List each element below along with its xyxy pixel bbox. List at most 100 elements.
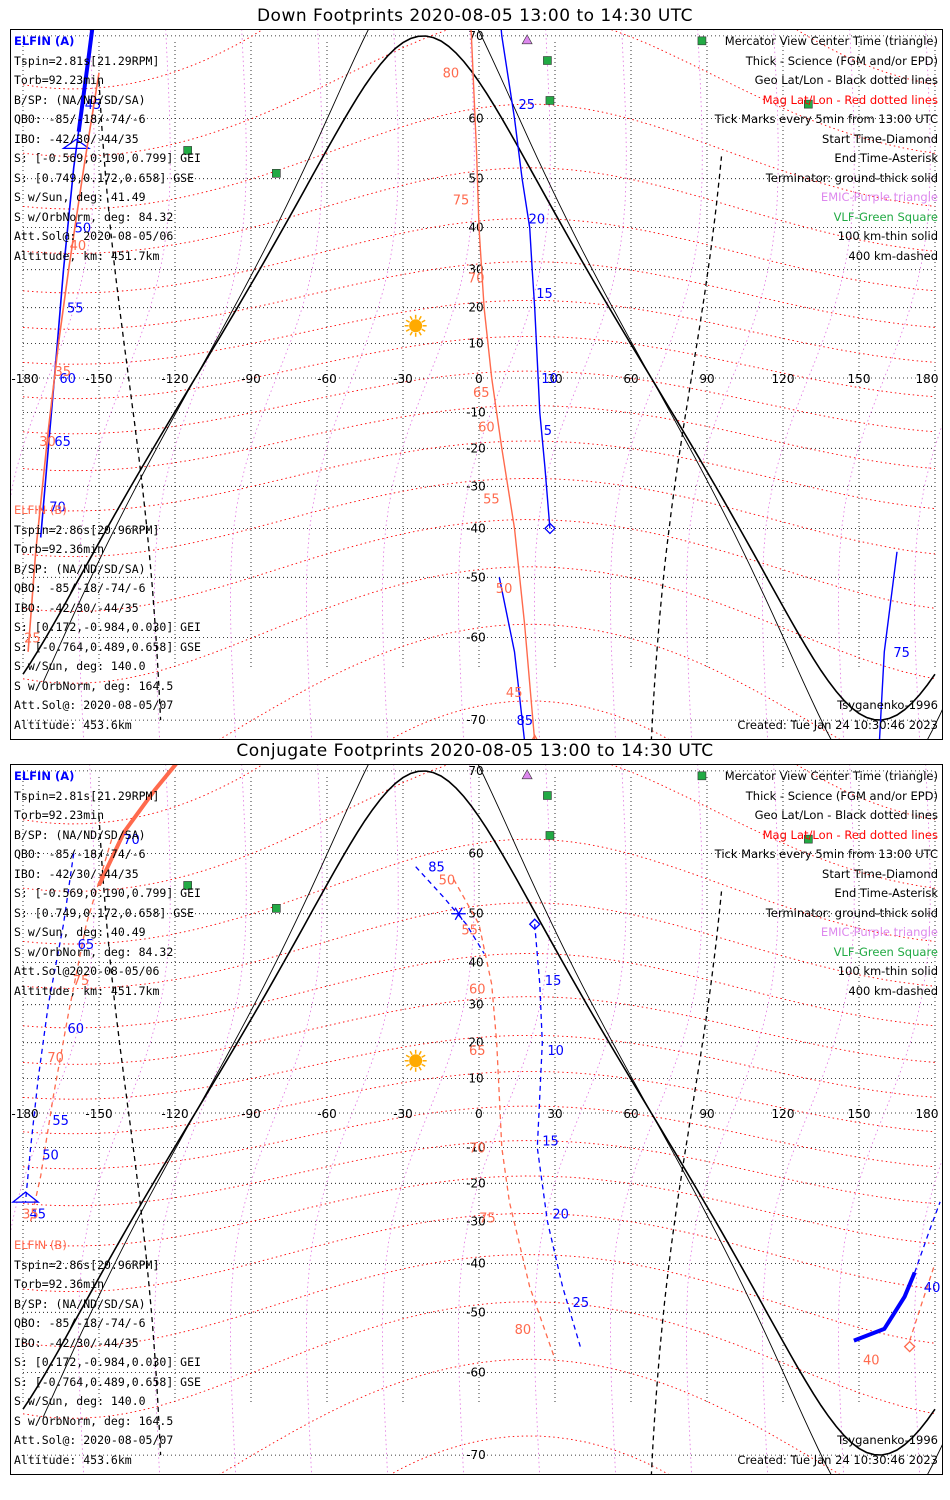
info-line: Tspin=2.86s[20.96RPM] xyxy=(14,1257,160,1272)
sun-ray xyxy=(405,319,410,323)
mag-lat-line xyxy=(22,519,936,613)
sun-icon xyxy=(409,319,423,333)
elfin-b-tick-label: 65 xyxy=(473,386,490,401)
elfin-b-track xyxy=(470,30,536,739)
info-line: S w/Sun, deg: 41.49 xyxy=(14,190,146,204)
lon-tick-label: 150 xyxy=(848,1107,871,1121)
elfin-b-tick-label: 55 xyxy=(483,492,500,507)
elfin-b-track xyxy=(29,839,113,1222)
elfin-a-start-diamond xyxy=(528,918,541,931)
elfin-a-tick-label: 65 xyxy=(54,435,71,450)
mag-lon-line xyxy=(761,30,855,739)
mag-lon-line xyxy=(837,765,931,1474)
mag-lat-line xyxy=(390,700,669,739)
sun-ray xyxy=(421,1054,426,1058)
legend: Mercator View Center Time (triangle) Thi… xyxy=(715,32,938,266)
elfin-b-track xyxy=(453,879,556,1360)
mag-lat-line xyxy=(22,996,936,1065)
elfin-a-tick-label: 15 xyxy=(545,974,562,989)
info-line: S: [-0.764,0.489,0.658] GSE xyxy=(14,1374,201,1389)
elfin-b-tick-label: 50 xyxy=(439,873,456,888)
elfin-b-tick-label: 65 xyxy=(469,1044,486,1059)
mag-lat-line xyxy=(22,440,936,512)
lat-tick-label: -60 xyxy=(466,1366,486,1380)
terminator-400km-line xyxy=(650,891,723,1474)
lon-tick-label: 90 xyxy=(699,372,714,386)
legend-item: Start Time-Diamond xyxy=(822,866,938,881)
info-line: S w/Sun, deg: 40.49 xyxy=(14,925,146,939)
elfin-a-tick-label: 40 xyxy=(924,1281,941,1296)
mag-lon-line xyxy=(305,30,399,739)
vlf-station-square xyxy=(272,904,281,913)
terminator-400km-line xyxy=(98,815,162,1456)
info-line: S: [-0.569,0.190,0.799] GEI xyxy=(14,886,201,900)
elfin-a-tick-label: 50 xyxy=(42,1149,59,1164)
elfin-a-tick-label: 70 xyxy=(123,833,140,848)
elfin-a-tick-label: 50 xyxy=(75,222,92,237)
terminator-100km-line xyxy=(42,30,942,739)
elfin-a-start-diamond xyxy=(544,522,556,535)
elfin-b-tick-label: 55 xyxy=(461,923,478,938)
mag-lon-line xyxy=(685,30,779,739)
created-label: Created: Tue Jan 24 10:30:46 2023 xyxy=(737,718,938,732)
lat-tick-label: 40 xyxy=(468,221,483,235)
info-line: IBO: -42/30/-44/35 xyxy=(14,866,139,881)
mag-lat-line xyxy=(22,30,936,157)
info-line: IBO: -42/30/-44/35 xyxy=(14,600,139,615)
mag-lat-line xyxy=(390,1435,669,1474)
elfin-b-tick-label: 30 xyxy=(39,435,56,450)
lat-tick-label: -30 xyxy=(466,479,486,493)
sun-ray xyxy=(421,328,426,332)
vlf-station-square xyxy=(545,96,555,105)
mag-lat-line xyxy=(22,1213,936,1293)
mag-lon-line xyxy=(837,30,931,739)
terminator-100km-line xyxy=(42,765,942,1474)
info-line: Tspin=2.81s[21.29RPM] xyxy=(14,53,160,68)
vlf-station-square xyxy=(183,146,192,155)
legend-item: End Time-Asterisk xyxy=(834,886,938,900)
elfin-a-track xyxy=(500,30,551,529)
lon-tick-label: -60 xyxy=(317,372,337,386)
lon-tick-label: 150 xyxy=(848,372,871,386)
elfin-a-tick-label: 85 xyxy=(428,861,445,876)
elfin-a-info: ELFIN (A) Tspin=2.81s[21.29RPM] Torb=92.… xyxy=(14,32,201,266)
lon-tick-label: -120 xyxy=(161,372,188,386)
vlf-station-square xyxy=(804,99,813,109)
lon-tick-label: 120 xyxy=(772,1107,795,1121)
terminator-400km-line xyxy=(650,156,723,739)
lat-tick-label: -70 xyxy=(466,713,486,727)
lat-tick-label: 50 xyxy=(468,907,483,921)
map-conjugate: -180 -150 -120 -90 -60 -30 0 30 60 90 120 150 180706… xyxy=(11,765,942,1474)
info-line: Tspin=2.86s[20.96RPM] xyxy=(14,522,160,537)
elfin-b-tick-label: 40 xyxy=(863,1353,880,1368)
vlf-station-square xyxy=(543,56,552,65)
legend-item: Tick Marks every 5min from 13:00 UTC xyxy=(714,847,938,861)
elfin-a-center-triangle xyxy=(11,1191,41,1203)
lat-tick-label: -10 xyxy=(466,406,486,420)
terminator-400km-line xyxy=(98,80,162,721)
lat-tick-label: -30 xyxy=(466,1214,486,1228)
mag-lon-line xyxy=(533,765,627,1474)
info-line: IBO: -42/30/-44/35 xyxy=(14,1335,139,1350)
lat-tick-label: 10 xyxy=(468,1071,483,1085)
lon-tick-label: 60 xyxy=(623,1107,638,1121)
elfin-a-track xyxy=(534,924,581,1347)
mag-lat-line xyxy=(22,30,936,90)
elfin-b-tick-label: 50 xyxy=(496,582,513,597)
info-line: Att.Sol@: 2020-08-05/06 xyxy=(14,229,174,243)
lon-tick-label: 60 xyxy=(623,372,638,386)
info-line: IBO: -42/30/-44/35 xyxy=(14,131,139,146)
lat-tick-label: 40 xyxy=(468,956,483,970)
lat-tick-label: -60 xyxy=(466,631,486,645)
title-conjugate: Conjugate Footprints 2020-08-05 13:00 to… xyxy=(236,741,714,761)
elfin-a-tick-label: 85 xyxy=(516,714,533,729)
lon-tick-label: -150 xyxy=(85,372,112,386)
info-line: S w/OrbNorm, deg: 164.5 xyxy=(14,678,174,693)
vlf-station-square xyxy=(183,881,192,890)
sun-icon xyxy=(409,1054,423,1068)
lon-tick-label: -120 xyxy=(161,1107,188,1121)
lat-tick-label: 60 xyxy=(468,111,483,125)
mag-lon-line xyxy=(11,765,95,1232)
info-line: Att.Sol@2020-08-05/06 xyxy=(14,964,160,978)
sun-ray xyxy=(421,319,426,323)
